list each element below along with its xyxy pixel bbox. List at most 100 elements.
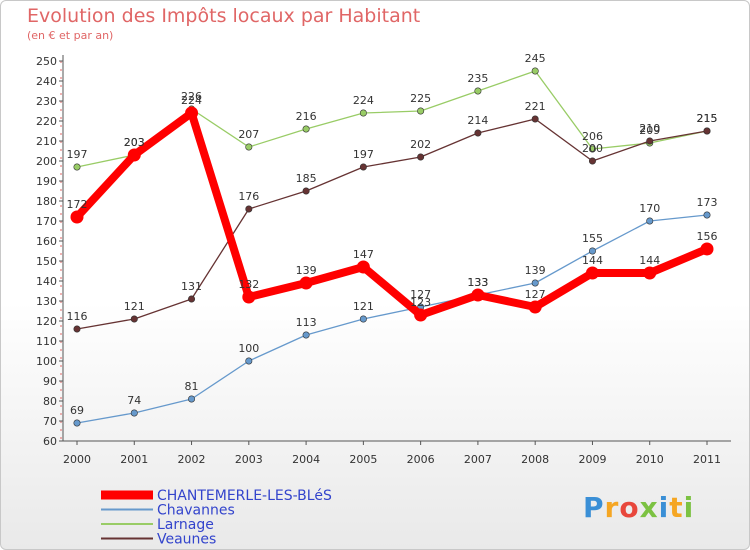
legend-label: Chavannes [157, 503, 235, 519]
data-label: 100 [238, 342, 259, 355]
series-line [76, 118, 708, 330]
data-point [245, 357, 253, 365]
legend-item: CHANTEMERLE-LES-BLéS [101, 488, 332, 504]
data-label: 139 [525, 264, 546, 277]
data-label: 214 [467, 114, 488, 127]
data-point [359, 163, 367, 171]
x-tick-label: 2009 [578, 453, 606, 466]
data-point [188, 395, 196, 403]
data-label: 226 [181, 90, 202, 103]
data-point [130, 315, 138, 323]
x-tick-label: 2010 [636, 453, 664, 466]
data-label: 185 [296, 172, 317, 185]
legend-item: Chavannes [101, 503, 235, 519]
data-label: 116 [67, 310, 88, 323]
data-label: 121 [353, 300, 374, 313]
y-tick-label: 170 [36, 215, 57, 228]
y-tick-label: 210 [36, 135, 57, 148]
data-label: 225 [410, 92, 431, 105]
logo-letter: r [604, 491, 620, 524]
data-point [531, 67, 539, 75]
data-label: 74 [127, 394, 141, 407]
data-label: 245 [525, 52, 546, 65]
data-label: 197 [353, 148, 374, 161]
logo-letter: i [658, 491, 670, 524]
logo-letter: i [683, 491, 695, 524]
data-label: 206 [582, 130, 603, 143]
data-label: 132 [238, 278, 259, 291]
y-tick-label: 130 [36, 295, 57, 308]
data-label: 210 [639, 122, 660, 135]
data-label: 133 [467, 276, 488, 289]
data-point [531, 279, 539, 287]
x-tick-label: 2006 [407, 453, 435, 466]
series-line [74, 109, 709, 319]
y-tick-label: 90 [43, 375, 57, 388]
logo-letter: t [669, 491, 684, 524]
data-label: 207 [238, 128, 259, 141]
data-point [359, 315, 367, 323]
data-label: 121 [124, 300, 145, 313]
logo-letter: P [583, 491, 605, 524]
data-point [73, 163, 81, 171]
data-label: 81 [185, 380, 199, 393]
data-label: 216 [296, 110, 317, 123]
y-tick-label: 140 [36, 275, 57, 288]
data-label: 215 [697, 112, 718, 125]
x-tick-label: 2008 [521, 453, 549, 466]
data-label: 133 [467, 276, 488, 289]
y-tick-label: 70 [43, 415, 57, 428]
data-label: 173 [697, 196, 718, 209]
x-tick-label: 2002 [178, 453, 206, 466]
legend-item: Veaunes [101, 532, 216, 548]
data-point [588, 247, 596, 255]
data-point [528, 300, 542, 314]
data-label: 113 [296, 316, 317, 329]
x-tick-label: 2001 [120, 453, 148, 466]
data-label: 209 [639, 124, 660, 137]
y-tick-label: 60 [43, 435, 57, 448]
data-point [531, 115, 539, 123]
x-tick-label: 2000 [63, 453, 91, 466]
y-tick-label: 200 [36, 155, 57, 168]
data-point [359, 109, 367, 117]
data-point [70, 210, 84, 224]
legend-label: CHANTEMERLE-LES-BLéS [157, 488, 332, 504]
data-point [302, 125, 310, 133]
data-label: 221 [525, 100, 546, 113]
data-point [585, 266, 599, 280]
data-label: 215 [697, 112, 718, 125]
x-tick-label: 2011 [693, 453, 721, 466]
data-label: 144 [582, 254, 603, 267]
data-point [130, 409, 138, 417]
series-line [76, 70, 708, 168]
data-point [703, 127, 711, 135]
data-point [646, 137, 654, 145]
logo-letter: o [619, 491, 640, 524]
data-label: 156 [697, 230, 718, 243]
y-tick-label: 110 [36, 335, 57, 348]
series-chavannes: 69 74 81 100 113 121 127 133 139 155 170 173 [70, 196, 718, 427]
data-label: 69 [70, 404, 84, 417]
legend-item: Larnage [101, 517, 214, 533]
data-point [127, 148, 141, 162]
y-tick-label: 240 [36, 75, 57, 88]
data-label: 170 [639, 202, 660, 215]
data-point [188, 295, 196, 303]
legend-label: Veaunes [157, 532, 216, 548]
data-point [588, 157, 596, 165]
data-label: 123 [410, 296, 431, 309]
data-point [474, 87, 482, 95]
chart-title: Evolution des Impôts locaux par Habitant [27, 5, 421, 27]
y-tick-label: 250 [36, 55, 57, 68]
data-label: 224 [181, 94, 202, 107]
data-point [73, 419, 81, 427]
data-point [474, 129, 482, 137]
data-point [700, 242, 714, 256]
data-label: 147 [353, 248, 374, 261]
data-point [299, 276, 313, 290]
data-label: 235 [467, 72, 488, 85]
data-point [185, 106, 199, 120]
